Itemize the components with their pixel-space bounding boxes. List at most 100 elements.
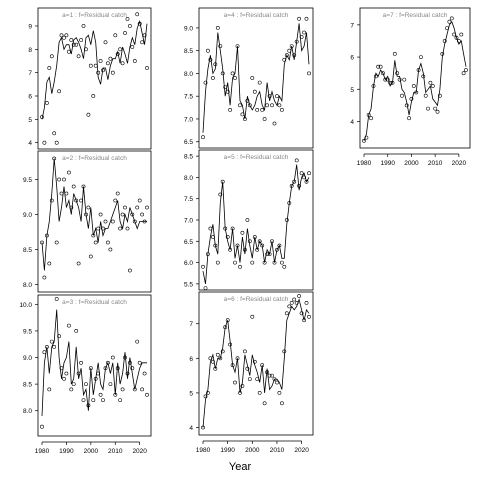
data-point <box>302 175 307 180</box>
data-point <box>130 366 135 371</box>
data-point <box>275 247 279 252</box>
data-point <box>407 116 412 121</box>
data-point <box>57 177 62 182</box>
y-tick-label: 7.0 <box>184 116 193 123</box>
data-point <box>279 260 284 265</box>
data-point <box>220 179 225 184</box>
data-point <box>57 89 62 94</box>
data-point <box>282 349 287 354</box>
data-point <box>250 76 255 80</box>
data-point <box>279 108 284 112</box>
data-point <box>42 275 47 280</box>
data-point <box>240 384 245 388</box>
data-point <box>225 318 230 323</box>
data-point <box>447 19 452 24</box>
data-point <box>404 103 409 108</box>
data-point <box>120 387 125 392</box>
data-point <box>81 398 86 403</box>
panel-frame <box>37 294 152 437</box>
data-point <box>299 171 304 176</box>
data-point <box>106 360 110 365</box>
data-point <box>210 359 215 364</box>
data-point <box>442 39 447 43</box>
data-point <box>62 35 66 40</box>
data-point <box>262 260 267 265</box>
x-axis-panel-6: 1980 1990 2000 2010 2020 <box>196 440 309 454</box>
data-point <box>91 94 96 98</box>
data-point <box>252 235 257 239</box>
data-point <box>287 304 292 309</box>
data-point <box>265 370 270 375</box>
data-point <box>433 106 438 111</box>
y-tick-label: 6.5 <box>184 239 193 246</box>
data-point <box>411 84 416 88</box>
data-point <box>373 74 378 79</box>
data-point <box>205 48 210 53</box>
data-point <box>103 366 108 371</box>
data-point <box>289 44 294 49</box>
data-point <box>130 45 135 49</box>
data-point <box>67 170 71 175</box>
data-point <box>145 392 149 397</box>
y-tick-label: 4 <box>350 119 354 126</box>
data-point <box>235 44 240 49</box>
data-point <box>106 240 110 245</box>
data-point <box>302 30 307 35</box>
data-point <box>252 359 257 364</box>
x-tick-label: 2000 <box>245 447 260 454</box>
data-point <box>118 398 123 403</box>
x-tick-label: 1980 <box>357 160 372 167</box>
data-point <box>287 48 292 53</box>
data-point <box>245 218 250 222</box>
series-line <box>41 19 148 120</box>
data-point <box>292 53 297 58</box>
panel-7: a=7 : f=Residual catch 4 5 6 7 <box>350 7 471 149</box>
data-point <box>260 363 265 368</box>
data-point <box>130 212 135 217</box>
data-point <box>289 300 294 305</box>
data-point <box>108 382 113 387</box>
data-point <box>364 135 369 140</box>
data-point <box>464 68 468 72</box>
data-point <box>49 54 54 59</box>
data-point <box>45 101 49 105</box>
data-point <box>110 70 115 75</box>
data-point <box>440 52 445 56</box>
data-point <box>302 318 307 323</box>
panel-frame <box>198 7 314 149</box>
y-tick-label: 7 <box>28 70 32 77</box>
data-point <box>110 219 115 224</box>
data-point <box>235 243 240 248</box>
data-point <box>74 328 79 333</box>
data-point <box>385 77 390 82</box>
data-point <box>103 219 108 224</box>
data-point <box>297 16 302 21</box>
x-tick-label: 2010 <box>108 448 123 455</box>
data-point <box>52 156 57 161</box>
y-tick-label: 8.0 <box>184 175 193 182</box>
data-point <box>362 138 366 143</box>
panel-title: a=1 : f=Residual catch <box>62 12 127 19</box>
data-point <box>103 40 108 45</box>
data-point <box>59 366 64 371</box>
data-point <box>262 401 267 406</box>
data-point <box>127 360 132 365</box>
data-point <box>201 135 205 140</box>
data-point <box>294 158 299 163</box>
data-point <box>123 205 127 210</box>
data-point <box>228 108 233 112</box>
data-point <box>238 103 242 108</box>
data-point <box>257 80 262 85</box>
data-point <box>132 219 137 224</box>
data-point <box>42 350 47 355</box>
data-point <box>390 80 395 85</box>
panel-2: a=2 : f=Residual catch 8.0 8.5 9.0 9.5 <box>23 150 152 293</box>
data-point <box>86 112 91 117</box>
data-point <box>245 366 250 371</box>
data-point <box>142 33 147 38</box>
data-point <box>127 268 132 273</box>
data-point <box>201 264 205 269</box>
data-point <box>223 226 228 231</box>
y-tick-label: 9.5 <box>23 177 32 184</box>
data-point <box>242 117 247 121</box>
